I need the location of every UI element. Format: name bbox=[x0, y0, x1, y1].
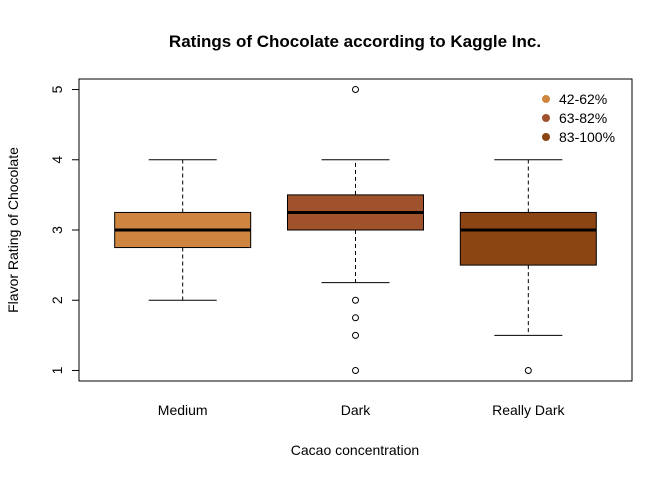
legend-marker bbox=[542, 114, 550, 122]
outlier-point bbox=[352, 331, 359, 339]
y-axis: 1 2 3 4 5 bbox=[49, 85, 80, 374]
x-tick-label: Really Dark bbox=[492, 402, 565, 418]
y-tick-label: 2 bbox=[49, 296, 65, 304]
x-tick-label: Dark bbox=[341, 402, 372, 418]
boxes-layer bbox=[114, 86, 597, 374]
box-0 bbox=[114, 159, 252, 301]
outlier-point bbox=[352, 296, 359, 304]
box-1 bbox=[287, 86, 424, 374]
x-tick-label: Medium bbox=[158, 402, 208, 418]
legend-label: 83-100% bbox=[559, 129, 615, 145]
y-tick-label: 5 bbox=[49, 85, 65, 93]
outlier-point bbox=[352, 86, 359, 94]
box-2 bbox=[459, 159, 597, 374]
y-tick-label: 1 bbox=[49, 366, 65, 374]
x-axis: Medium Dark Really Dark bbox=[158, 402, 566, 418]
legend-marker bbox=[542, 133, 550, 141]
legend-label: 42-62% bbox=[559, 91, 607, 107]
y-axis-label: Flavor Rating of Chocolate bbox=[5, 147, 21, 313]
outlier-point bbox=[524, 366, 532, 374]
y-tick-label: 4 bbox=[49, 156, 65, 164]
legend-marker bbox=[542, 95, 550, 103]
y-tick-label: 3 bbox=[49, 226, 65, 234]
box-iqr bbox=[459, 211, 597, 266]
outlier-point bbox=[352, 314, 359, 322]
legend: 42-62% 63-82% 83-100% bbox=[542, 91, 615, 145]
legend-label: 63-82% bbox=[559, 110, 607, 126]
outlier-point bbox=[352, 366, 359, 374]
chart-title: Ratings of Chocolate according to Kaggle… bbox=[169, 32, 541, 51]
x-axis-label: Cacao concentration bbox=[291, 442, 419, 458]
